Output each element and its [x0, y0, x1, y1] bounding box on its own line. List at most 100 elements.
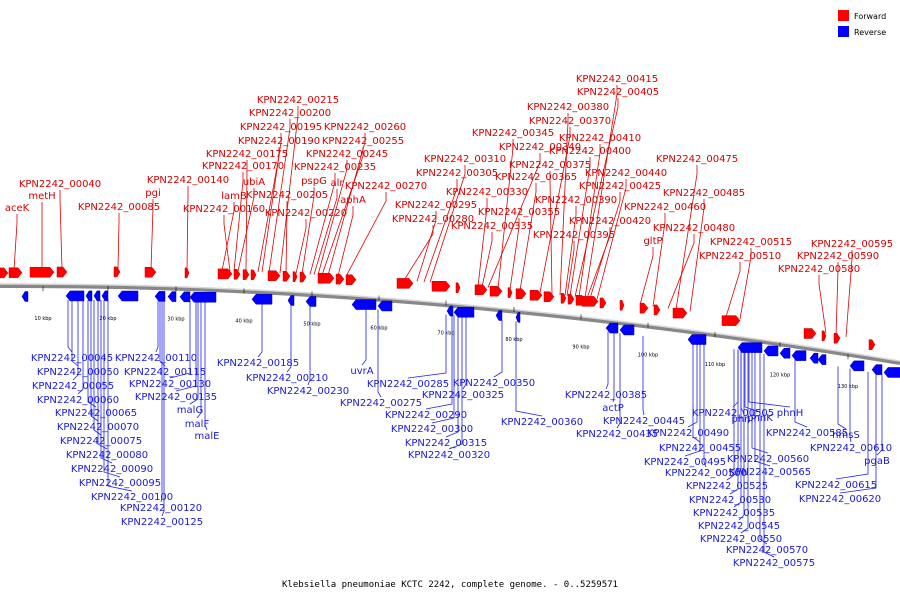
forward-leader-line — [285, 201, 288, 274]
reverse-gene-arrow — [791, 350, 807, 361]
genome-backbone — [0, 283, 900, 362]
forward-gene-label: KPN2242_00390 — [535, 195, 617, 206]
forward-gene-arrow — [282, 271, 291, 282]
reverse-gene-label: KPN2242_00505 — [692, 408, 774, 419]
forward-leader-line — [559, 113, 569, 295]
legend: Forward Reverse — [838, 10, 886, 37]
reverse-gene-label: malG — [177, 405, 203, 416]
forward-leader-line — [237, 188, 255, 272]
reverse-gene-label: phnP — [731, 414, 756, 425]
reverse-gene-label: KPN2242_00070 — [57, 422, 139, 433]
legend-reverse-label: Reverse — [854, 28, 886, 37]
reverse-leader-line — [169, 300, 191, 379]
forward-gene-label: KPN2242_00480 — [653, 223, 735, 234]
forward-gene-label: KPN2242_00515 — [710, 237, 792, 248]
forward-leader-line — [221, 202, 235, 271]
forward-gene-label: KPN2242_00400 — [549, 146, 631, 157]
reverse-leader-line — [876, 374, 883, 456]
forward-gene-label: KPN2242_00365 — [495, 172, 577, 183]
forward-leader-line — [509, 218, 520, 290]
reverse-gene-arrow — [737, 342, 763, 353]
forward-leader-line — [487, 153, 541, 288]
forward-leader-line — [423, 179, 458, 283]
scale-tick-label: 10 kbp — [34, 316, 51, 322]
forward-gene-arrow — [345, 274, 357, 285]
reverse-leader-line — [642, 336, 645, 416]
reverse-leader-line — [759, 353, 768, 545]
reverse-leader-line — [740, 350, 745, 414]
reverse-leader-line — [77, 299, 84, 395]
forward-leader-line — [416, 211, 437, 282]
forward-gene-label: KPN2242_00260 — [324, 122, 406, 133]
forward-leader-line — [301, 187, 315, 275]
forward-leader-line — [261, 133, 282, 273]
reverse-gene-arrow — [305, 296, 317, 307]
reverse-gene-arrow — [605, 322, 619, 334]
forward-gene-arrow — [267, 270, 281, 281]
reverse-gene-arrow — [377, 300, 393, 312]
forward-leader-line — [497, 139, 514, 289]
forward-gene-label: KPN2242_00425 — [579, 181, 661, 192]
reverse-gene-label: KPN2242_00230 — [267, 386, 349, 397]
scale-tick-label: 40 kbp — [235, 319, 252, 325]
forward-gene-label: gltP — [643, 236, 662, 247]
legend-reverse-swatch — [838, 26, 849, 37]
reverse-gene-label: KPN2242_00065 — [55, 408, 137, 419]
reverse-gene-label: KPN2242_00620 — [799, 494, 881, 505]
forward-gene-label: KPN2242_00295 — [395, 200, 477, 211]
reverse-gene-label: KPN2242_00055 — [32, 381, 114, 392]
reverse-leader-line — [175, 301, 197, 392]
reverse-leader-line — [204, 301, 208, 431]
reverse-gene-label: KPN2242_00045 — [31, 353, 113, 364]
forward-leader-line — [245, 160, 248, 272]
reverse-gene-label: KPN2242_00385 — [565, 390, 647, 401]
forward-gene-label: KPN2242_00310 — [424, 154, 506, 165]
forward-gene-arrow — [821, 330, 827, 342]
genome-caption: Klebsiella pneumoniae KCTC 2242, complet… — [282, 580, 618, 590]
reverse-leader-line — [493, 319, 503, 378]
reverse-gene-arrow — [167, 291, 177, 302]
forward-gene-label: KPN2242_00040 — [19, 179, 101, 190]
forward-leader-line — [569, 157, 591, 297]
forward-gene-label: KPN2242_00410 — [559, 133, 641, 144]
scale-tick-label: 50 kbp — [303, 322, 320, 328]
scale-tick-label: 110 kbp — [705, 362, 725, 368]
forward-leader-line — [268, 119, 291, 273]
forward-gene-arrow — [833, 332, 841, 344]
forward-leader-line — [429, 165, 466, 283]
reverse-gene-label: KPN2242_00455 — [659, 443, 741, 454]
forward-leader-line — [586, 227, 611, 299]
reverse-leader-line — [462, 316, 467, 390]
forward-gene-arrow — [317, 273, 335, 284]
forward-gene-label: ubiA — [243, 177, 265, 188]
forward-gene-arrow — [721, 315, 741, 326]
reverse-gene-label: KPN2242_00120 — [120, 503, 202, 514]
reverse-gene-label: uvrA — [350, 366, 373, 377]
reverse-gene-label: KPN2242_00285 — [367, 379, 449, 390]
reverse-leader-line — [257, 303, 263, 358]
reverse-leader-line — [286, 304, 292, 373]
reverse-gene-label: KPN2242_00290 — [385, 410, 467, 421]
reverse-gene-arrow — [154, 291, 166, 302]
forward-gene-label: KPN2242_00305 — [416, 168, 498, 179]
forward-leader-line — [566, 241, 575, 296]
reverse-gene-arrow — [251, 293, 273, 305]
forward-gene-label: KPN2242_00420 — [569, 216, 651, 227]
forward-gene-arrow — [567, 293, 575, 305]
forward-leader-line — [150, 199, 154, 270]
forward-gene-arrow — [868, 339, 876, 350]
reverse-gene-arrow — [179, 291, 191, 303]
forward-gene-arrow — [250, 269, 257, 281]
forward-gene-label: KPN2242_00375 — [509, 160, 591, 171]
forward-gene-arrow — [217, 268, 233, 280]
reverse-gene-arrow — [763, 345, 779, 357]
forward-leader-line — [539, 127, 571, 293]
forward-leader-line — [117, 213, 120, 269]
scale-tick-label: 60 kbp — [370, 326, 387, 332]
reverse-gene-label: KPN2242_00360 — [501, 417, 583, 428]
reverse-leader-line — [103, 299, 121, 478]
forward-leader-line — [725, 262, 741, 317]
reverse-gene-label: KPN2242_00435 — [576, 429, 658, 440]
reverse-leader-line — [849, 368, 852, 443]
